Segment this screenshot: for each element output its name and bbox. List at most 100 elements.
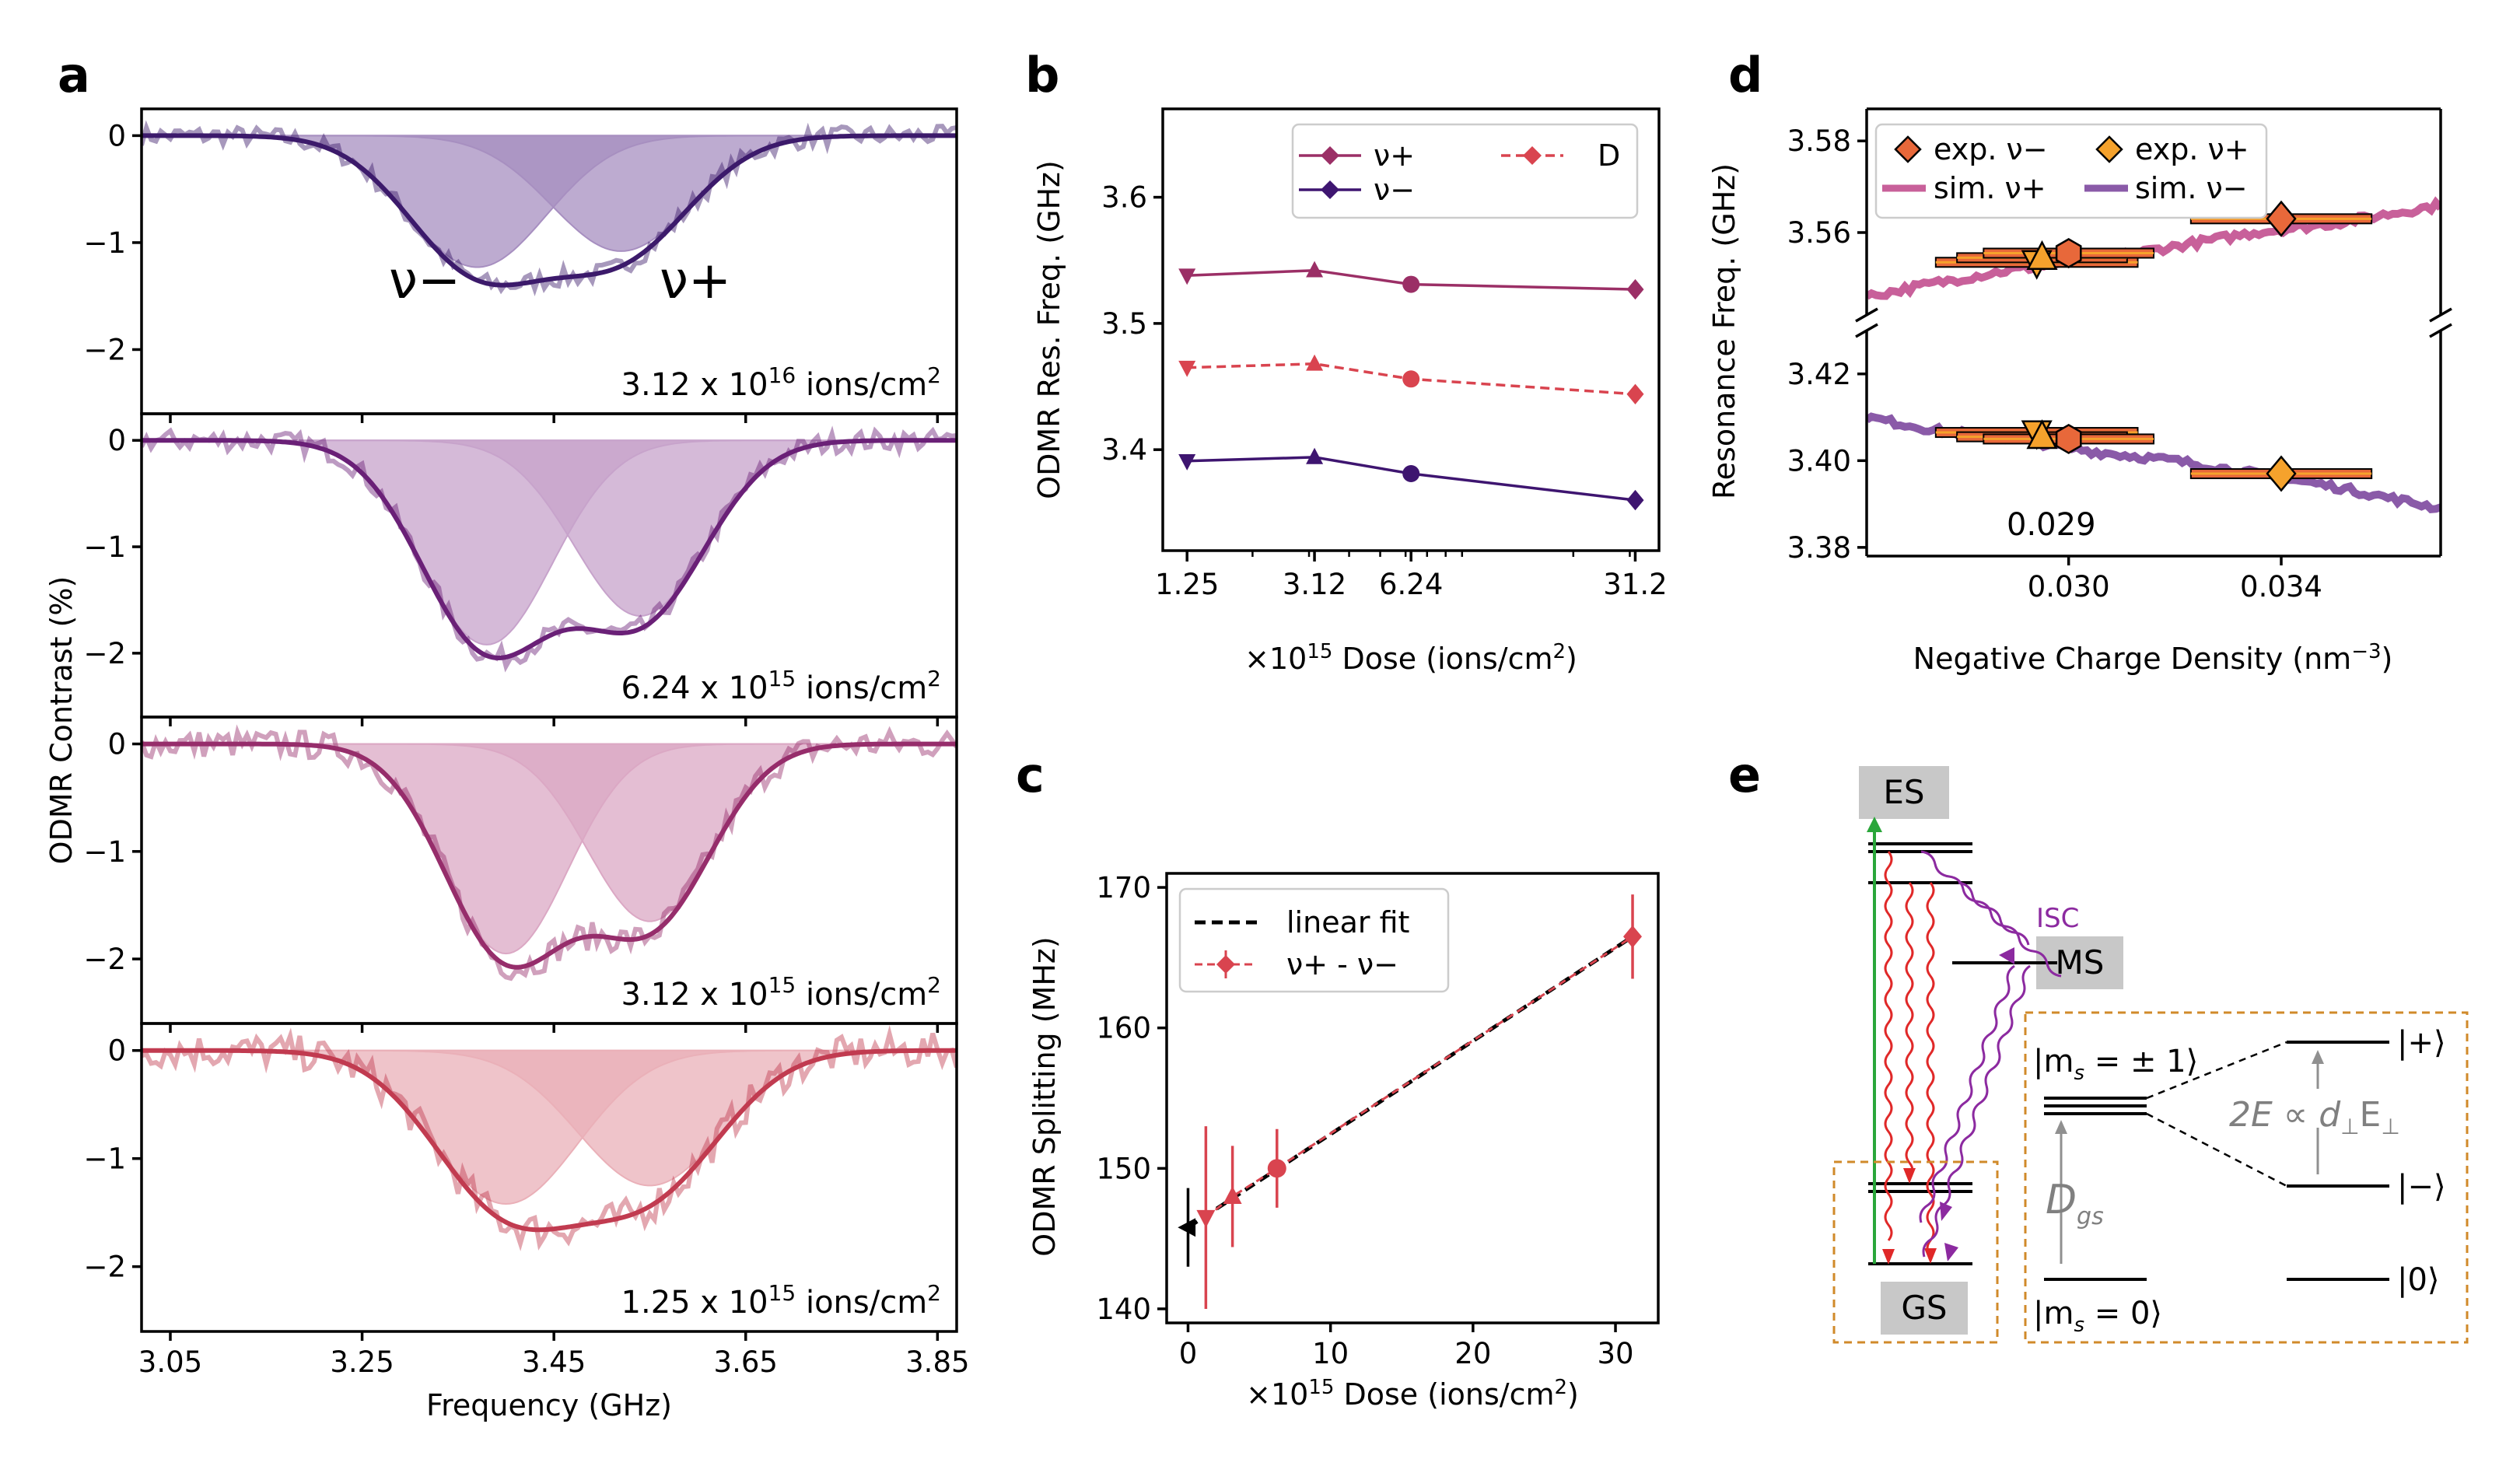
red-decay-arrow-2 [1905, 882, 1914, 1179]
panel-a-axes: 0 −1 −2 0 −1 −2 0 −1 −2 0 −1 −2 3.05 3.25 3.45 3.65 3.85 [83, 107, 970, 1379]
panel-a-ytick: −2 [83, 1251, 126, 1284]
panel-c-frame [1165, 872, 1660, 1324]
dose-label-2: 6.24 x 1015 ions/cm2 [621, 666, 941, 706]
ket-ms-0: |ms = 0⟩ [2033, 1296, 2162, 1337]
ket-plus: |+⟩ [2397, 1025, 2446, 1061]
odmr-subplot-2 [142, 425, 957, 673]
legend-exp-nu-minus: exp. ν− [1934, 132, 2048, 166]
two-e-label: 2E ∝ d⊥E⊥ [2229, 1095, 2400, 1139]
data-point [1306, 447, 1324, 464]
panel-a-ytick: −2 [83, 333, 126, 366]
exp-nu-minus-marker [2026, 419, 2058, 450]
legend-splitting: ν+ - ν− [1286, 947, 1398, 981]
dose-label-3: 3.12 x 1015 ions/cm2 [621, 972, 941, 1013]
panel-c-ytick: 160 [1096, 1012, 1151, 1045]
series-line-2 [1187, 362, 1636, 396]
gs-box [1881, 1282, 1968, 1335]
panel-d-ylabel: Resonance Freq. (GHz) [1707, 163, 1741, 499]
panel-d-annotation: 0.029 [2007, 507, 2096, 543]
panel-label-d: d [1728, 47, 1762, 103]
panel-a-xtick: 3.45 [522, 1345, 586, 1379]
legend-nu-plus: ν+ [1374, 138, 1415, 173]
fit-curve-4 [142, 1048, 956, 1233]
series-line-1 [1187, 456, 1636, 502]
legend-D: D [1598, 138, 1620, 173]
data-point [1626, 383, 1644, 404]
panel-d-chart: 3.56 3.58 3.38 3.40 3.42 0.030 0.034 Resonance… [1707, 107, 2452, 676]
splitting-point [1223, 1186, 1242, 1204]
legend-sim-nu-minus: sim. ν− [2135, 171, 2248, 205]
data-point [1178, 268, 1196, 285]
panel-c-xlabel: ×1015 Dose (ions/cm2) [1246, 1376, 1579, 1412]
ket-zero: |0⟩ [2397, 1262, 2440, 1298]
panel-c-ytick: 170 [1096, 871, 1151, 904]
panel-b-ytick: 3.4 [1101, 433, 1147, 467]
ms-label: MS [2056, 943, 2105, 981]
panel-d-ytick-lower: 3.40 [1787, 444, 1851, 478]
panel-c-xtick: 0 [1179, 1337, 1198, 1370]
exp-nu-plus-marker [2026, 240, 2058, 271]
panel-b-xtick: 6.24 [1379, 568, 1443, 601]
panel-a-frame-4 [140, 1022, 958, 1333]
dose-label-4: 1.25 x 1015 ions/cm2 [621, 1280, 941, 1321]
panel-a-xtick: 3.85 [905, 1345, 969, 1379]
panel-a-ytick: −2 [83, 943, 126, 976]
panel-b-xtick: 31.2 [1603, 568, 1667, 601]
panel-a-curves [142, 120, 957, 1251]
panel-c-ytick: 150 [1096, 1152, 1151, 1185]
panel-b-ytick: 3.5 [1101, 307, 1147, 341]
fit-curve-2 [142, 438, 956, 661]
panel-c-chart: 140 150 160 170 0 10 20 30 ODMR Splitting (MHz)… [1027, 871, 1660, 1412]
gs-dashed-box [1832, 1160, 1999, 1344]
fit-peak-nu-plus-1 [142, 135, 957, 252]
exp-nu-minus-marker [2266, 455, 2297, 492]
panel-label-b: b [1025, 47, 1059, 103]
dose-label-1: 3.12 x 1016 ions/cm2 [621, 362, 941, 403]
panel-label-e: e [1728, 747, 1761, 803]
data-point [1626, 489, 1644, 511]
panel-a-ytick: 0 [107, 119, 126, 152]
dgs-label: Dgs [2046, 1177, 2104, 1230]
data-point [1306, 354, 1324, 371]
fit-curve-3 [142, 741, 956, 970]
panel-a-ytick: 0 [107, 424, 126, 457]
panel-b-xtick: 1.25 [1155, 568, 1219, 601]
data-point [1402, 275, 1420, 293]
panel-b-xlabel: ×1015 Dose (ions/cm2) [1244, 640, 1577, 676]
panel-a-ytick: −1 [83, 835, 126, 869]
data-point [1626, 278, 1644, 300]
panel-c-xtick: 10 [1312, 1337, 1349, 1370]
panel-b-ytick: 3.6 [1101, 181, 1147, 215]
panel-a-ytick: −1 [83, 226, 126, 260]
panel-a-xtick: 3.05 [138, 1345, 202, 1379]
isc-label: ISC [2036, 903, 2079, 934]
gs-label: GS [1901, 1289, 1947, 1327]
odmr-subplot-4 [142, 1024, 957, 1251]
series-line-0 [1187, 268, 1636, 291]
panel-d-xlabel: Negative Charge Density (nm−3) [1913, 640, 2393, 676]
panel-c-xtick: 30 [1597, 1337, 1633, 1370]
panel-b-ylabel: ODMR Res. Freq. (GHz) [1032, 160, 1066, 499]
panel-a-xlabel: Frequency (GHz) [426, 1388, 672, 1422]
peak-label-nu-plus: ν+ [660, 250, 731, 310]
panel-b-xtick: 3.12 [1283, 568, 1346, 601]
splitting-point [1178, 1218, 1196, 1237]
panel-d-ytick-upper: 3.56 [1787, 216, 1851, 250]
panel-b-chart: 3.4 3.5 3.6 1.25 3.12 6.24 31.2 ODMR Res. Freq… [1032, 107, 1668, 676]
splitting-point [1267, 1159, 1286, 1178]
panel-a-ytick: −1 [83, 530, 126, 564]
raw-data-4 [142, 1024, 957, 1251]
panel-d-ytick-lower: 3.38 [1787, 531, 1851, 565]
red-decay-arrow-3 [1926, 882, 1935, 1257]
panel-label-a: a [58, 47, 90, 103]
panel-a-chart: 0 −1 −2 0 −1 −2 0 −1 −2 0 −1 −2 3.05 3.25 3.45 3.65 3.85… [44, 107, 970, 1422]
panel-c-xtick: 20 [1454, 1337, 1491, 1370]
isc-arrow-2 [1958, 881, 2030, 946]
isc-arrow-4 [1922, 964, 2031, 1258]
panel-d-ytick-upper: 3.58 [1787, 124, 1851, 158]
data-point [1306, 261, 1324, 278]
panel-a-ylabel: ODMR Contrast (%) [44, 576, 79, 865]
panel-d-legend: exp. ν− exp. ν+ sim. ν+ sim. ν− [1874, 123, 2268, 219]
red-decay-arrow-1 [1884, 851, 1893, 1241]
splitting-point [1623, 925, 1642, 948]
